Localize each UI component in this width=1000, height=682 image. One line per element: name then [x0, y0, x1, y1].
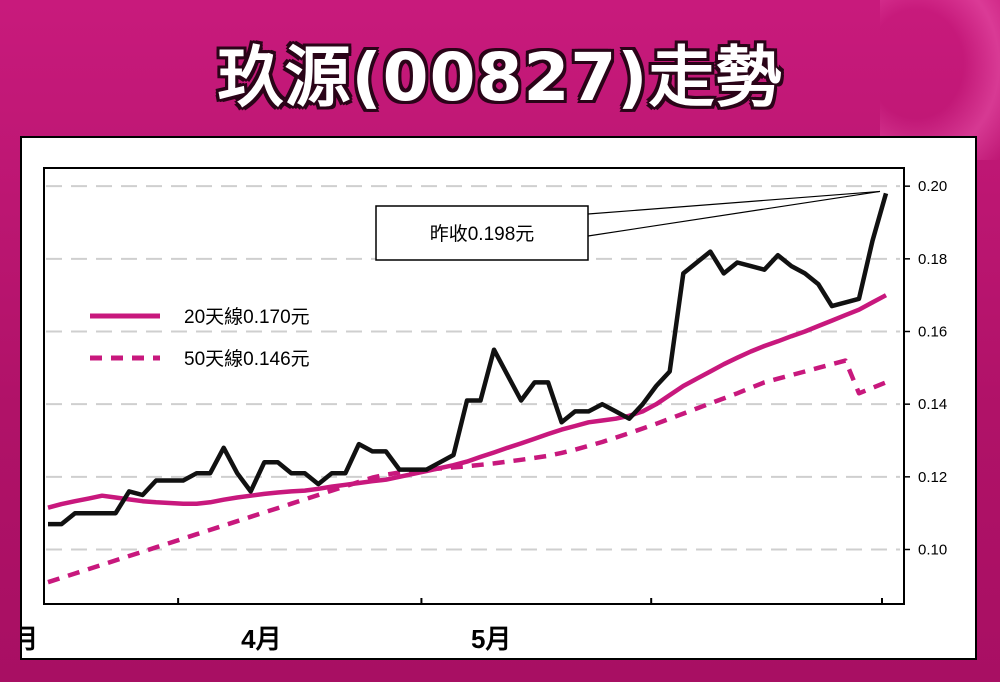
x-tick-label: 3月 [20, 624, 38, 654]
annotation-label: 昨收0.198元 [430, 223, 535, 245]
annotation-box [375, 205, 589, 261]
y-tick-label: 0.12 [918, 469, 947, 486]
x-tick-label: 4月 [241, 624, 281, 654]
x-tick-label: 5月 [471, 624, 511, 654]
plot-frame [43, 167, 905, 605]
y-tick-label: 0.20 [918, 178, 947, 195]
y-tick-label: 0.10 [918, 542, 947, 559]
y-tick-label: 0.16 [918, 324, 947, 341]
chart-panel: 0.20 0.18 0.16 0.14 0.12 0.10 3月 4月 5月 20天線0.170元… [20, 136, 977, 660]
legend-label: 20天線0.170元 [184, 306, 310, 328]
series-line-1 [47, 293, 888, 510]
price-chart: 0.20 0.18 0.16 0.14 0.12 0.10 3月 4月 5月 20天線0.170元… [20, 136, 977, 660]
y-tick-label: 0.14 [918, 396, 947, 413]
panel-border [20, 136, 977, 660]
legend-label: 50天線0.146元 [184, 348, 310, 370]
y-tick-label: 0.18 [918, 251, 947, 268]
series-line-0 [48, 192, 889, 527]
corner-decoration [880, 0, 1000, 160]
annotation-leader [587, 190, 881, 237]
annotation-leader [587, 190, 881, 215]
chart-title: 玖源(00827)走勢 [217, 39, 783, 116]
